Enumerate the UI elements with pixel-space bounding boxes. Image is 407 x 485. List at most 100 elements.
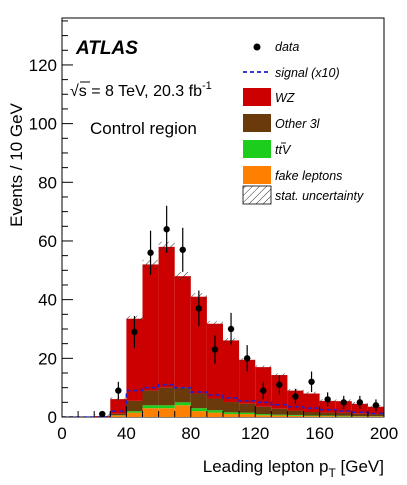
bar-other-3l-19: [367, 414, 384, 417]
bar-ttv-6: [158, 405, 175, 409]
bar-ttv-14: [287, 414, 304, 416]
bar-fake-leptons-10: [223, 414, 240, 417]
bar-fake-leptons-18: [351, 416, 368, 417]
y-tick-label-60: 60: [38, 232, 57, 251]
bar-other-3l-9: [206, 398, 223, 411]
stat-band-9: [206, 320, 223, 327]
bar-wz-8: [190, 296, 207, 394]
y-tick-label-120: 120: [29, 56, 57, 75]
bar-other-3l-10: [223, 402, 240, 413]
y-tick-labels: 0 20 40 60 80 100 120: [29, 56, 57, 427]
x-tick-label-200: 200: [370, 424, 398, 443]
legend-wz-swatch: [243, 88, 271, 106]
legend-data-marker: [253, 43, 261, 51]
data-point-0: [99, 410, 106, 418]
data-point-3: [147, 249, 154, 256]
axis-ticks: [61, 20, 385, 418]
bar-ttv-9: [206, 410, 223, 413]
bar-other-3l-13: [271, 408, 288, 415]
bar-fake-leptons-11: [239, 414, 256, 417]
bar-ttv-13: [271, 414, 288, 416]
data-point-16: [356, 399, 364, 406]
bar-ttv-16: [319, 415, 336, 417]
data-point-13: [308, 378, 315, 385]
bar-fake-leptons-3: [110, 415, 127, 417]
bar-fake-leptons-7: [174, 405, 191, 417]
stacked-bars: [94, 246, 384, 417]
bar-ttv-15: [303, 415, 320, 417]
data-point-5: [179, 246, 186, 253]
data-point-7: [211, 346, 219, 353]
data-point-15: [340, 399, 347, 406]
x-tick-labels: 0 40 80 120 160 200: [57, 424, 398, 443]
bar-wz-10: [223, 340, 240, 403]
data-point-4: [163, 226, 170, 233]
bar-ttv-7: [174, 402, 191, 406]
region-label: Control region: [90, 119, 197, 138]
bar-other-3l-12: [255, 406, 272, 415]
bar-ttv-11: [239, 412, 256, 415]
bar-ttv-12: [255, 414, 272, 416]
bar-ttv-17: [335, 415, 352, 417]
data-point-1: [115, 387, 122, 394]
legend-ttv-label: ttV: [275, 143, 292, 157]
data-point-2: [131, 328, 138, 336]
bar-other-3l-7: [174, 387, 191, 403]
bar-ttv-10: [223, 412, 240, 415]
x-tick-label-120: 120: [241, 424, 269, 443]
bar-ttv-4: [126, 411, 143, 413]
data-point-17: [372, 402, 380, 409]
bar-wz-5: [142, 264, 159, 391]
signal-line: [62, 383, 384, 417]
y-tick-label-100: 100: [29, 115, 57, 134]
bar-other-3l-6: [158, 387, 175, 406]
bar-other-3l-4: [126, 400, 143, 412]
y-axis-title: Events / 10 GeV: [7, 102, 26, 226]
bar-fake-leptons-16: [319, 416, 336, 417]
bar-wz-4: [126, 318, 143, 401]
legend-fake-swatch: [243, 166, 271, 184]
stat-band-7: [174, 271, 191, 281]
bar-fake-leptons-6: [158, 408, 175, 417]
bar-other-3l-14: [287, 410, 304, 415]
bar-fake-leptons-12: [255, 415, 272, 417]
x-tick-label-0: 0: [57, 424, 66, 443]
data-point-10: [260, 387, 267, 394]
bar-fake-leptons-14: [287, 415, 304, 417]
bar-ttv-5: [142, 405, 159, 409]
bar-wz-15: [303, 393, 320, 413]
bar-other-3l-11: [239, 403, 256, 413]
bar-wz-11: [239, 359, 256, 404]
legend-ttv-swatch: [243, 140, 271, 158]
data-point-9: [243, 355, 251, 362]
bar-other-3l-18: [351, 413, 368, 417]
bar-fake-leptons-19: [367, 416, 384, 417]
data-point-12: [292, 393, 299, 400]
experiment-label: ATLAS: [75, 38, 138, 59]
legend-signal-label: signal (x10): [275, 66, 340, 80]
x-tick-label-160: 160: [305, 424, 333, 443]
y-tick-label-20: 20: [38, 349, 57, 368]
bar-other-3l-3: [110, 413, 127, 416]
bar-fake-leptons-8: [190, 411, 207, 417]
bar-wz-7: [174, 276, 191, 388]
x-axis-title: Leading lepton pT [GeV]: [203, 457, 384, 480]
bar-fake-leptons-4: [126, 412, 143, 417]
legend-fake-label: fake leptons: [275, 169, 342, 183]
energy-label: √s = 8 TeV, 20.3 fb-1: [70, 80, 212, 100]
bar-wz-6: [158, 246, 175, 388]
legend-other3l-swatch: [243, 114, 271, 132]
bar-other-3l-8: [190, 393, 207, 409]
legend-stat-label: stat. uncertainty: [275, 189, 364, 203]
y-tick-label-80: 80: [38, 173, 57, 192]
bar-fake-leptons-9: [206, 412, 223, 417]
bar-other-3l-17: [335, 412, 352, 416]
y-tick-label-40: 40: [38, 291, 57, 310]
stat-band-12: [255, 365, 272, 369]
legend-other3l-label: Other 3l: [275, 117, 321, 131]
signal-line-group: [62, 383, 384, 417]
data-point-11: [276, 381, 283, 388]
bar-fake-leptons-17: [335, 416, 352, 417]
bar-fake-leptons-15: [303, 416, 320, 417]
